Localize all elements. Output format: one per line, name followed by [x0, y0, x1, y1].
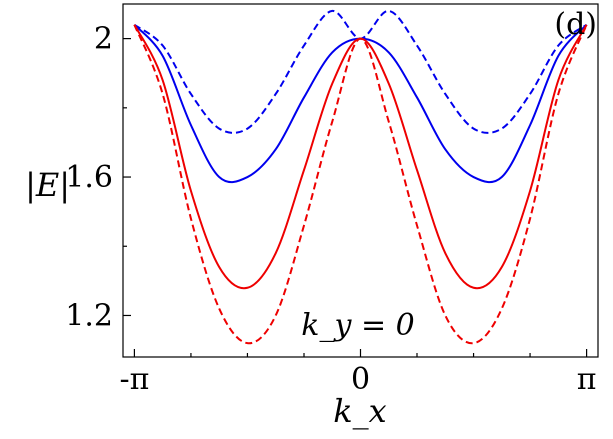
- x-axis-label: k_x: [333, 392, 386, 430]
- series-line-2: [133, 24, 588, 184]
- y-tick-label-2: 1.6: [65, 160, 113, 195]
- panel-label: (d): [554, 7, 597, 42]
- x-tick-label-3: π: [577, 362, 597, 397]
- x-tick-label-2: 0: [351, 362, 370, 397]
- plot-frame: [122, 3, 599, 358]
- y-axis-label: |E|: [25, 166, 70, 204]
- y-tick-label-1: 1.2: [65, 298, 113, 333]
- series-line-4: [133, 24, 588, 345]
- series-layer: [133, 9, 588, 345]
- series-line-3: [133, 24, 588, 290]
- series-line-1: [133, 9, 588, 134]
- ky-annotation: k_y = 0: [301, 308, 414, 343]
- tick-labels-layer: -π 0 π 1.2 1.6 2: [65, 22, 596, 397]
- y-tick-label-3: 2: [94, 22, 113, 57]
- x-tick-label-1: -π: [119, 362, 149, 397]
- ticks-layer: [123, 38, 588, 357]
